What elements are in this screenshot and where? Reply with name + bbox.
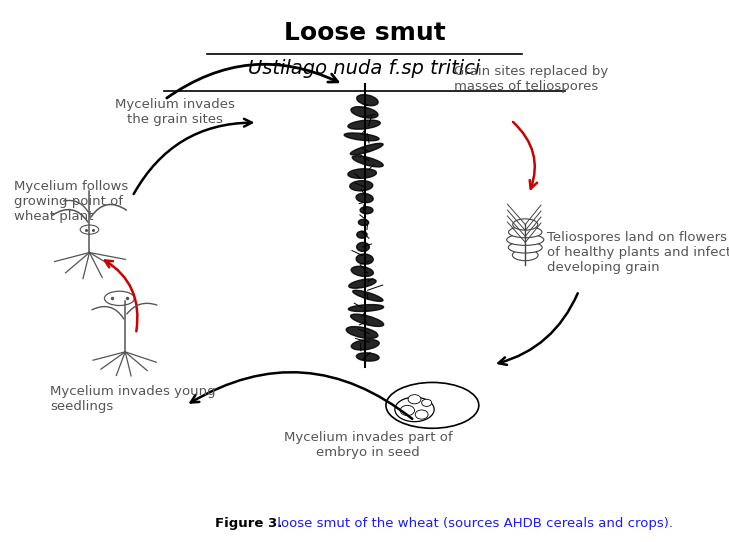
Ellipse shape (348, 305, 383, 312)
Ellipse shape (346, 327, 378, 338)
Ellipse shape (395, 397, 434, 422)
Ellipse shape (353, 291, 383, 301)
Circle shape (408, 395, 421, 404)
Text: loose smut of the wheat (sources AHDB cereals and crops).: loose smut of the wheat (sources AHDB ce… (273, 517, 674, 530)
Ellipse shape (356, 242, 370, 251)
Ellipse shape (352, 156, 383, 167)
Ellipse shape (348, 169, 376, 178)
Ellipse shape (507, 234, 544, 246)
Ellipse shape (512, 219, 538, 230)
Circle shape (416, 410, 428, 419)
Ellipse shape (351, 107, 378, 118)
Text: Loose smut: Loose smut (284, 21, 445, 44)
Text: Grain sites replaced by
masses of teliospores: Grain sites replaced by masses of telios… (453, 65, 608, 93)
Ellipse shape (350, 180, 373, 191)
Ellipse shape (351, 143, 383, 155)
Ellipse shape (356, 193, 373, 203)
Circle shape (421, 399, 432, 406)
Ellipse shape (386, 383, 479, 428)
Ellipse shape (356, 254, 373, 264)
Ellipse shape (348, 120, 381, 129)
Ellipse shape (351, 266, 373, 276)
Text: Mycelium follows
growing point of
wheat plant: Mycelium follows growing point of wheat … (15, 180, 129, 223)
Ellipse shape (360, 207, 373, 214)
Ellipse shape (351, 314, 383, 326)
Text: Mycelium invades
the grain sites: Mycelium invades the grain sites (115, 99, 235, 126)
Ellipse shape (344, 133, 379, 141)
Text: Mycelium invades part of
embryo in seed: Mycelium invades part of embryo in seed (284, 431, 453, 459)
Circle shape (400, 405, 415, 416)
Ellipse shape (348, 279, 376, 288)
Text: Mycelium invades young
seedlings: Mycelium invades young seedlings (50, 385, 216, 413)
Text: Teliospores land on flowers
of healthy plants and infect
developing grain: Teliospores land on flowers of healthy p… (547, 231, 729, 274)
Ellipse shape (356, 95, 378, 106)
Ellipse shape (512, 249, 538, 261)
Ellipse shape (80, 225, 98, 234)
Ellipse shape (104, 291, 134, 306)
Ellipse shape (351, 339, 379, 350)
Ellipse shape (359, 220, 369, 225)
Text: Figure 3.: Figure 3. (215, 517, 282, 530)
Ellipse shape (509, 227, 542, 238)
Ellipse shape (356, 353, 379, 361)
Ellipse shape (508, 242, 542, 253)
Text: Ustilago nuda f.sp tritici: Ustilago nuda f.sp tritici (249, 59, 480, 78)
Ellipse shape (356, 231, 367, 238)
